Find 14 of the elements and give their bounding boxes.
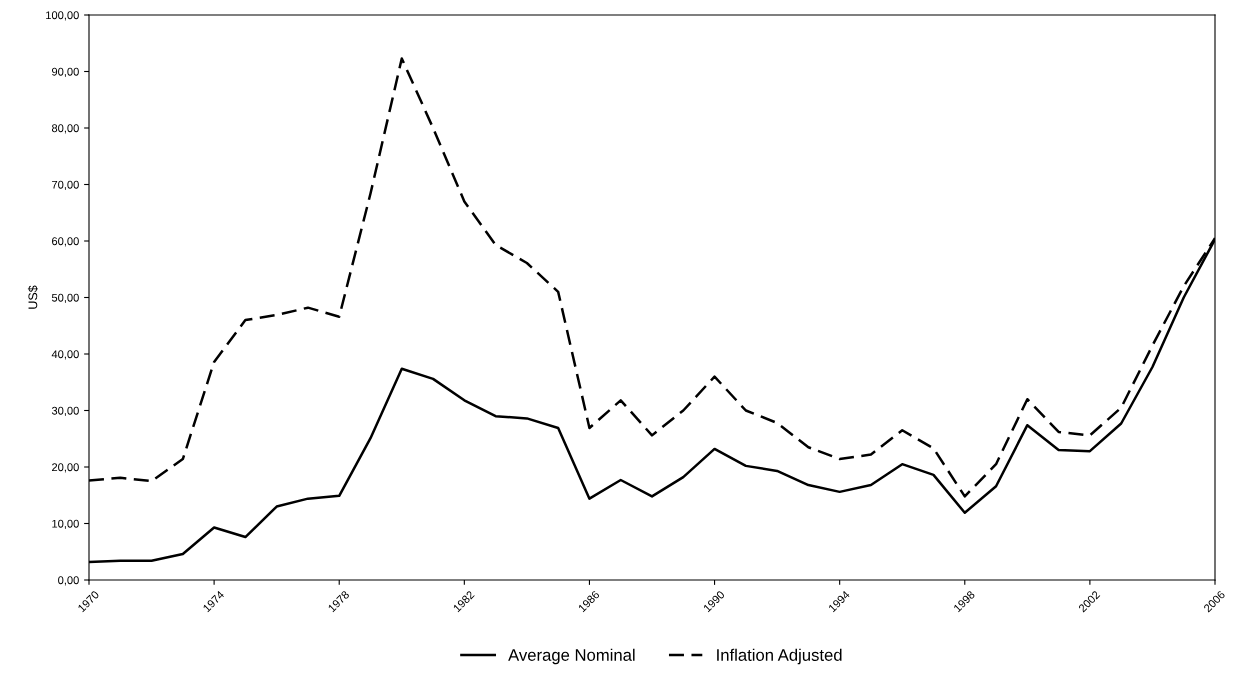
y-tick-label: 60,00: [52, 237, 79, 247]
y-tick-label: 40,00: [51, 350, 79, 360]
y-tick-label: 100,00: [46, 11, 79, 21]
legend-label: Average Nominal: [508, 648, 635, 665]
legend-label: Inflation Adjusted: [717, 648, 842, 665]
y-tick-label: 30,00: [51, 406, 79, 416]
y-tick-label: 70,00: [52, 180, 79, 190]
y-tick-label: 90,00: [52, 67, 79, 77]
y-axis-title: US$: [27, 285, 39, 309]
y-tick-label: 80,00: [51, 124, 79, 134]
y-tick-label: 20,00: [52, 463, 79, 473]
y-tick-label: 10,00: [52, 519, 79, 529]
y-tick-label: 0,00: [58, 576, 79, 586]
y-tick-label: 50,00: [51, 293, 79, 303]
